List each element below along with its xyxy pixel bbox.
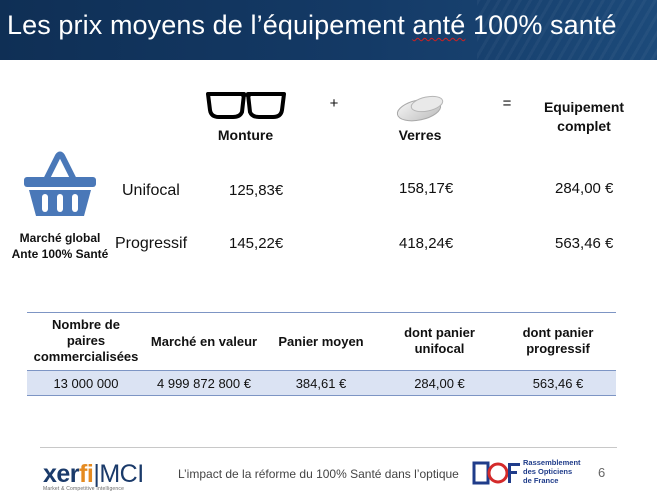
unifocal-complet-price: 284,00 € <box>555 180 614 197</box>
xerfi-logo-separator: | <box>93 460 100 488</box>
progressif-complet-price: 563,46 € <box>555 235 614 252</box>
market-label-line1: Marché global <box>19 231 101 245</box>
row-label-unifocal: Unifocal <box>122 182 180 199</box>
title-part-2: 100% santé <box>465 10 617 40</box>
th-marche-line1: Marché en valeur <box>150 334 258 349</box>
header-equipement-complet: Equipement complet <box>530 98 638 136</box>
shopping-basket-icon <box>24 151 96 216</box>
rof-text-line3: de France <box>523 476 559 485</box>
th-nombre-line1: Nombre de <box>52 317 120 332</box>
th-unifocal-line1: dont panier <box>404 325 475 340</box>
lens-icon <box>396 95 444 122</box>
row-label-progressif: Progressif <box>115 235 188 252</box>
glasses-icon <box>206 92 286 119</box>
th-progressif-line1: dont panier <box>522 325 594 340</box>
th-panier-line1: Panier moyen <box>278 334 364 349</box>
header-monture: Monture <box>217 127 274 143</box>
table-top-border <box>27 312 616 313</box>
slide-title: Les prix moyens de l’équipement anté 100… <box>7 10 617 41</box>
market-label: Marché global Ante 100% Santé <box>2 230 118 262</box>
header-equipement-line1: Equipement <box>543 99 625 115</box>
table-cell-panier-progressif: 563,46 € <box>532 376 584 391</box>
th-unifocal-line2: unifocal <box>414 341 465 356</box>
th-nombre-line2: paires <box>66 333 106 348</box>
plus-sign: + <box>329 95 339 112</box>
table-cell-panier-moyen: 384,61 € <box>295 376 347 391</box>
table-header-panier-moyen: Panier moyen <box>263 334 379 350</box>
header-verres: Verres <box>398 127 442 143</box>
header-equipement-line2: complet <box>557 118 611 134</box>
xerfi-logo-mci: MCI <box>99 460 144 488</box>
xerfi-logo: xerfi|MCI <box>43 460 144 489</box>
slide-title-bar: Les prix moyens de l’équipement anté 100… <box>0 0 657 60</box>
th-nombre-line3: commercialisées <box>33 349 139 364</box>
xerfi-logo-part2: fi <box>79 460 94 488</box>
unifocal-verres-price: 158,17€ <box>399 180 454 197</box>
rof-text-line2: des Opticiens <box>523 467 573 476</box>
table-cell-panier-unifocal: 284,00 € <box>414 376 465 391</box>
xerfi-tagline: Market & Competitive Intelligence <box>43 486 125 492</box>
footer-divider <box>40 447 617 448</box>
unifocal-monture-price: 125,83€ <box>229 182 284 199</box>
table-header-panier-progressif: dont panier progressif <box>500 325 616 357</box>
title-flagged-word: anté <box>412 10 466 40</box>
rof-logo-text: Rassemblement des Opticiens de France <box>523 458 581 485</box>
table-cell-marche-valeur: 4 999 872 800 € <box>157 376 251 391</box>
page-number: 6 <box>598 465 606 480</box>
title-part-1: Les prix moyens de l’équipement <box>7 10 413 40</box>
rof-logo-icon <box>472 461 520 485</box>
th-progressif-line2: progressif <box>526 341 590 356</box>
equals-sign: = <box>502 95 512 112</box>
progressif-verres-price: 418,24€ <box>399 235 454 252</box>
progressif-monture-price: 145,22€ <box>229 235 284 252</box>
rof-text-line1: Rassemblement <box>523 458 581 467</box>
table-row <box>27 370 616 396</box>
table-header-nombre-paires: Nombre de paires commercialisées <box>27 317 145 365</box>
market-label-line2: Ante 100% Santé <box>11 247 109 261</box>
table-cell-nombre-paires: 13 000 000 <box>53 376 119 391</box>
xerfi-logo-part1: xer <box>43 460 80 488</box>
footer-caption: L’impact de la réforme du 100% Santé dan… <box>178 467 459 481</box>
table-header-panier-unifocal: dont panier unifocal <box>379 325 500 357</box>
table-header-marche-valeur: Marché en valeur <box>145 334 263 350</box>
